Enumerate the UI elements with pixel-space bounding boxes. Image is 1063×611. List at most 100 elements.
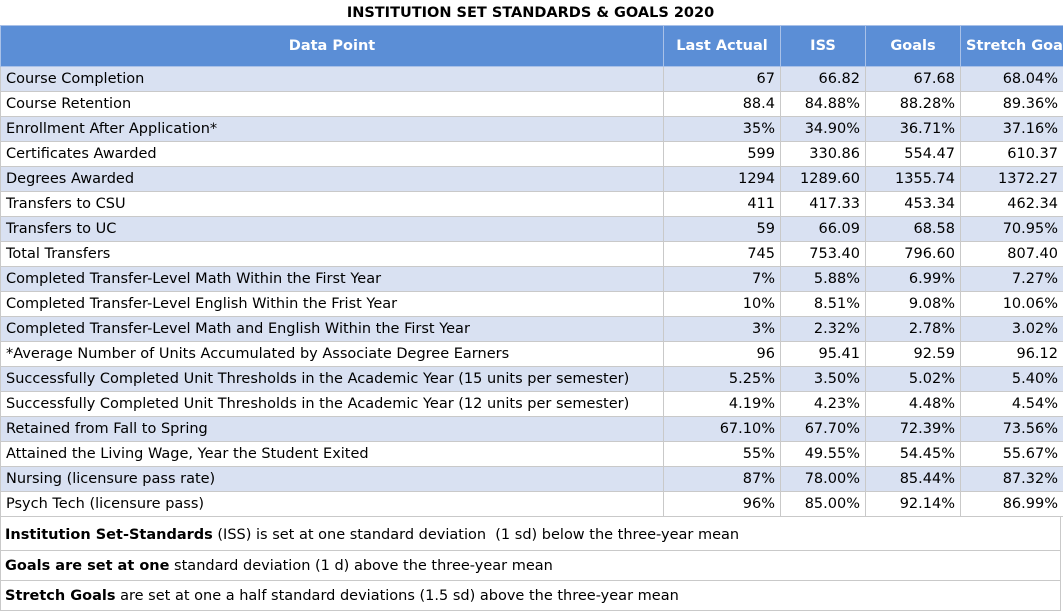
row-label: Course Completion [0, 66, 664, 92]
value-cell: 411 [663, 191, 781, 217]
value-cell: 92.59 [865, 341, 961, 367]
value-cell: 96.12 [960, 341, 1063, 367]
value-cell: 96 [663, 341, 781, 367]
title-text: INSTITUTION SET STANDARDS & GOALS 2020 [346, 5, 715, 21]
value-cell: 10.06% [960, 291, 1063, 317]
value-cell: 2.78% [865, 316, 961, 342]
table-row: Nursing (licensure pass rate) 87% 78.00% 85… [0, 466, 1063, 492]
value-cell: 66.82 [780, 66, 866, 92]
value-cell: 5.88% [780, 266, 866, 292]
value-cell: 85.44% [865, 466, 961, 492]
header-cell: Goals [865, 25, 961, 67]
value-cell: 68.04% [960, 66, 1063, 92]
value-cell: 753.40 [780, 241, 866, 267]
footnote-text: (ISS) is set at one standard deviation (… [212, 527, 740, 543]
value-cell: 92.14% [865, 491, 961, 517]
value-cell: 453.34 [865, 191, 961, 217]
row-label: Successfully Completed Unit Thresholds i… [0, 391, 664, 417]
table-row: Course Completion 67 66.82 67.68 68.04% [0, 66, 1063, 92]
value-cell: 88.4 [663, 91, 781, 117]
value-cell: 4.54% [960, 391, 1063, 417]
value-cell: 599 [663, 141, 781, 167]
row-label: Retained from Fall to Spring [0, 416, 664, 442]
header-cell: ISS [780, 25, 866, 67]
table-row: Transfers to CSU 411 417.33 453.34 462.34 [0, 191, 1063, 217]
value-cell: 68.58 [865, 216, 961, 242]
row-label: Enrollment After Application* [0, 116, 664, 142]
value-cell: 73.56% [960, 416, 1063, 442]
standards-table: Data Point Last Actual ISS Goals Stretch Goa… [0, 25, 1063, 517]
value-cell: 37.16% [960, 116, 1063, 142]
value-cell: 87.32% [960, 466, 1063, 492]
value-cell: 3.02% [960, 316, 1063, 342]
table-row: Psych Tech (licensure pass) 96% 85.00% 92.1… [0, 491, 1063, 517]
value-cell: 8.51% [780, 291, 866, 317]
table-title: INSTITUTION SET STANDARDS & GOALS 2020 [0, 0, 1063, 25]
footnote-text: standard deviation (1 d) above the three… [169, 558, 553, 574]
value-cell: 67.68 [865, 66, 961, 92]
header-cell: Data Point [0, 25, 664, 67]
value-cell: 330.86 [780, 141, 866, 167]
value-cell: 796.60 [865, 241, 961, 267]
row-label: Completed Transfer-Level Math and Englis… [0, 316, 664, 342]
footnote-term: Institution Set-Standards [5, 527, 213, 543]
row-label: Certificates Awarded [0, 141, 664, 167]
table-row: Certificates Awarded 599 330.86 554.47 610.3… [0, 141, 1063, 167]
value-cell: 417.33 [780, 191, 866, 217]
value-cell: 67 [663, 66, 781, 92]
value-cell: 95.41 [780, 341, 866, 367]
value-cell: 7% [663, 266, 781, 292]
row-label: Nursing (licensure pass rate) [0, 466, 664, 492]
value-cell: 1355.74 [865, 166, 961, 192]
value-cell: 87% [663, 466, 781, 492]
table-body: Course Completion 67 66.82 67.68 68.04% Cours… [0, 66, 1063, 517]
value-cell: 462.34 [960, 191, 1063, 217]
value-cell: 554.47 [865, 141, 961, 167]
value-cell: 36.71% [865, 116, 961, 142]
value-cell: 67.70% [780, 416, 866, 442]
value-cell: 54.45% [865, 441, 961, 467]
table-row: Retained from Fall to Spring 67.10% 67.70%… [0, 416, 1063, 442]
table-row: Transfers to UC 59 66.09 68.58 70.95% [0, 216, 1063, 242]
footnote-text: are set at one a half standard deviation… [115, 588, 679, 604]
value-cell: 34.90% [780, 116, 866, 142]
table-row: Course Retention 88.4 84.88% 88.28% 89.36% [0, 91, 1063, 117]
value-cell: 84.88% [780, 91, 866, 117]
value-cell: 1294 [663, 166, 781, 192]
value-cell: 70.95% [960, 216, 1063, 242]
value-cell: 35% [663, 116, 781, 142]
value-cell: 86.99% [960, 491, 1063, 517]
value-cell: 9.08% [865, 291, 961, 317]
value-cell: 807.40 [960, 241, 1063, 267]
row-label: Transfers to UC [0, 216, 664, 242]
value-cell: 610.37 [960, 141, 1063, 167]
value-cell: 49.55% [780, 441, 866, 467]
value-cell: 85.00% [780, 491, 866, 517]
table-row: Successfully Completed Unit Thresholds i… [0, 366, 1063, 392]
table-row: Completed Transfer-Level Math Within the… [0, 266, 1063, 292]
row-label: Attained the Living Wage, Year the Stude… [0, 441, 664, 467]
footnote-term: Goals are set at one [5, 558, 170, 574]
table-row: Enrollment After Application* 35% 34.90% 36… [0, 116, 1063, 142]
table-row: Successfully Completed Unit Thresholds i… [0, 391, 1063, 417]
footnote: Institution Set-Standards (ISS) is set a… [0, 517, 1061, 551]
table-row: Degrees Awarded 1294 1289.60 1355.74 1372.27 [0, 166, 1063, 192]
value-cell: 55.67% [960, 441, 1063, 467]
header-cell: Stretch Goal [960, 25, 1063, 67]
table-row: Attained the Living Wage, Year the Stude… [0, 441, 1063, 467]
value-cell: 59 [663, 216, 781, 242]
row-label: Completed Transfer-Level Math Within the… [0, 266, 664, 292]
header-row: Data Point Last Actual ISS Goals Stretch Goa… [0, 25, 1063, 67]
value-cell: 78.00% [780, 466, 866, 492]
value-cell: 2.32% [780, 316, 866, 342]
value-cell: 10% [663, 291, 781, 317]
value-cell: 6.99% [865, 266, 961, 292]
table-row: *Average Number of Units Accumulated by … [0, 341, 1063, 367]
row-label: Psych Tech (licensure pass) [0, 491, 664, 517]
value-cell: 1289.60 [780, 166, 866, 192]
row-label: Total Transfers [0, 241, 664, 267]
header-cell: Last Actual [663, 25, 781, 67]
value-cell: 3% [663, 316, 781, 342]
